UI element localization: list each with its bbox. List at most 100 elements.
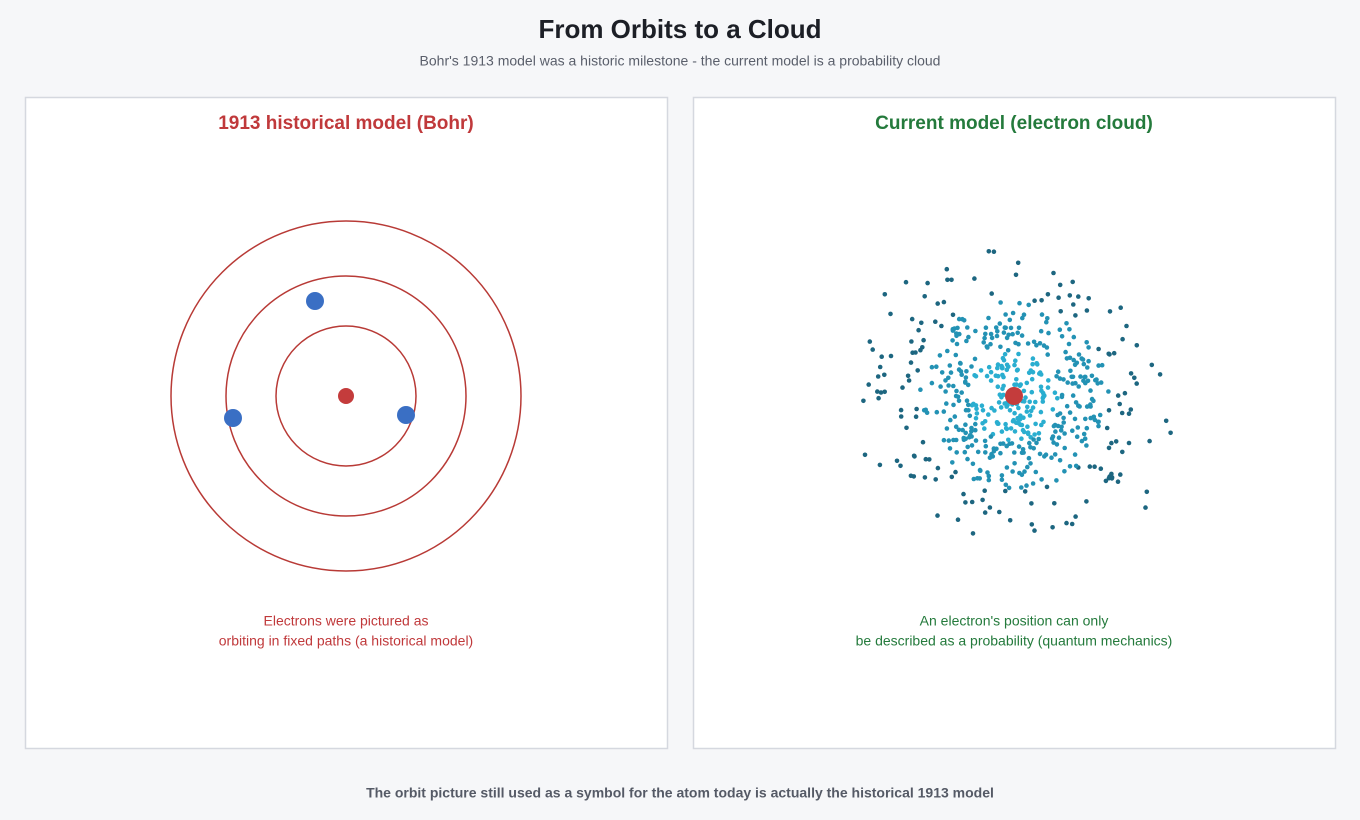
cloud-dot <box>937 353 943 358</box>
cloud-dot <box>1050 434 1056 439</box>
cloud-dot <box>1034 343 1039 348</box>
cloud-dot <box>946 438 952 443</box>
cloud-dot <box>919 320 924 326</box>
cloud-dot <box>953 469 958 475</box>
electron <box>306 292 324 310</box>
cloud-dot <box>1039 298 1044 303</box>
cloud-dot <box>964 338 969 344</box>
cloud-dot <box>1088 415 1093 421</box>
cloud-dot <box>882 292 888 297</box>
cloud-dot <box>963 500 968 505</box>
cloud-dot <box>1076 294 1081 299</box>
cloud-dot <box>941 409 947 414</box>
cloud-dot <box>989 335 995 341</box>
cloud-dot <box>944 401 949 406</box>
cloud-dot <box>1019 333 1025 338</box>
cloud-dot <box>1119 410 1125 416</box>
cloud-dot <box>983 325 989 331</box>
cloud-dot <box>914 406 919 412</box>
cloud-dot <box>944 426 950 431</box>
cloud-dot <box>941 437 947 443</box>
cloud-dot <box>1083 416 1088 422</box>
cloud-dot <box>1030 361 1035 367</box>
cloud-dot <box>986 364 992 370</box>
orbit <box>225 275 467 517</box>
cloud-dot <box>1081 361 1087 367</box>
cloud-dot <box>1099 362 1105 368</box>
cloud-dot <box>922 294 927 299</box>
cloud-dot <box>1067 327 1072 332</box>
cloud-dot <box>913 414 919 420</box>
cloud-dot <box>989 291 994 296</box>
cloud-dot <box>1003 312 1008 317</box>
cloud-dot <box>900 385 905 390</box>
cloud-dot <box>1115 479 1121 485</box>
cloud-dot <box>1096 346 1101 352</box>
cloud-dot <box>995 384 1001 390</box>
cloud-dot <box>1059 334 1065 339</box>
cloud-dot <box>1111 350 1117 356</box>
cloud-dot <box>935 301 940 306</box>
cloud-dot <box>1065 380 1070 385</box>
cloud-dot <box>979 403 985 409</box>
cloud-dot <box>1027 399 1032 405</box>
cloud-dot <box>912 454 917 459</box>
cloud-dot <box>1025 341 1031 346</box>
cloud-dot <box>948 370 954 375</box>
cloud-dot <box>972 356 978 362</box>
cloud-dot <box>1132 375 1137 381</box>
cloud-dot <box>1037 370 1043 375</box>
cloud-dot <box>1071 334 1077 340</box>
cloud-dot <box>1051 440 1056 445</box>
cloud-dot <box>999 477 1005 483</box>
cloud-dot <box>922 475 928 480</box>
cloud-dot <box>955 517 961 522</box>
cloud-dot <box>982 488 987 494</box>
cloud-dot <box>1113 439 1119 444</box>
cloud-dot <box>971 401 976 407</box>
cloud-dot <box>1052 452 1058 457</box>
cloud-dot <box>1088 388 1093 393</box>
cloud-dot <box>999 365 1005 371</box>
cloud-dot <box>1029 389 1035 395</box>
cloud-dot <box>1118 472 1123 477</box>
cloud-dot <box>876 395 881 401</box>
cloud-dot <box>973 421 978 427</box>
cloud-dot <box>1073 463 1079 469</box>
cloud-dot <box>1029 501 1034 506</box>
cloud-dot <box>964 398 970 404</box>
cloud-dot <box>994 333 1000 339</box>
cloud-dot <box>1052 390 1058 396</box>
cloud-dot <box>1046 378 1051 383</box>
cloud-dot <box>958 369 964 374</box>
cloud-dot <box>1062 469 1067 474</box>
cloud-dot <box>1126 440 1132 446</box>
cloud-dot <box>999 395 1004 400</box>
cloud-dot <box>1078 374 1083 379</box>
cloud-dot <box>971 476 977 482</box>
cloud-dot <box>966 334 971 340</box>
cloud-dot <box>916 327 921 333</box>
cloud-dot <box>1083 374 1088 380</box>
cloud-dot <box>898 463 903 469</box>
cloud-dot <box>935 465 941 471</box>
cloud-dot <box>1030 481 1036 486</box>
cloud-dot <box>913 350 918 355</box>
cloud-dot <box>1027 440 1032 446</box>
cloud-dot <box>947 363 953 368</box>
cloud-dot <box>1126 411 1132 417</box>
cloud-dot <box>1057 327 1063 333</box>
cloud-dot <box>960 427 965 433</box>
cloud-dot <box>1106 475 1112 481</box>
cloud-dot <box>1033 469 1039 475</box>
cloud-dot <box>998 405 1004 410</box>
cloud-dot <box>1073 380 1078 386</box>
cloud-dot <box>980 408 986 413</box>
cloud-dot <box>935 513 940 518</box>
cloud-dot <box>1163 418 1169 424</box>
cloud-dot <box>967 413 973 419</box>
cloud-dot <box>1124 323 1129 329</box>
cloud-dot <box>1071 357 1076 363</box>
subtitle: Bohr's 1913 model was a historic milesto… <box>420 53 941 69</box>
cloud-dot <box>961 318 967 323</box>
